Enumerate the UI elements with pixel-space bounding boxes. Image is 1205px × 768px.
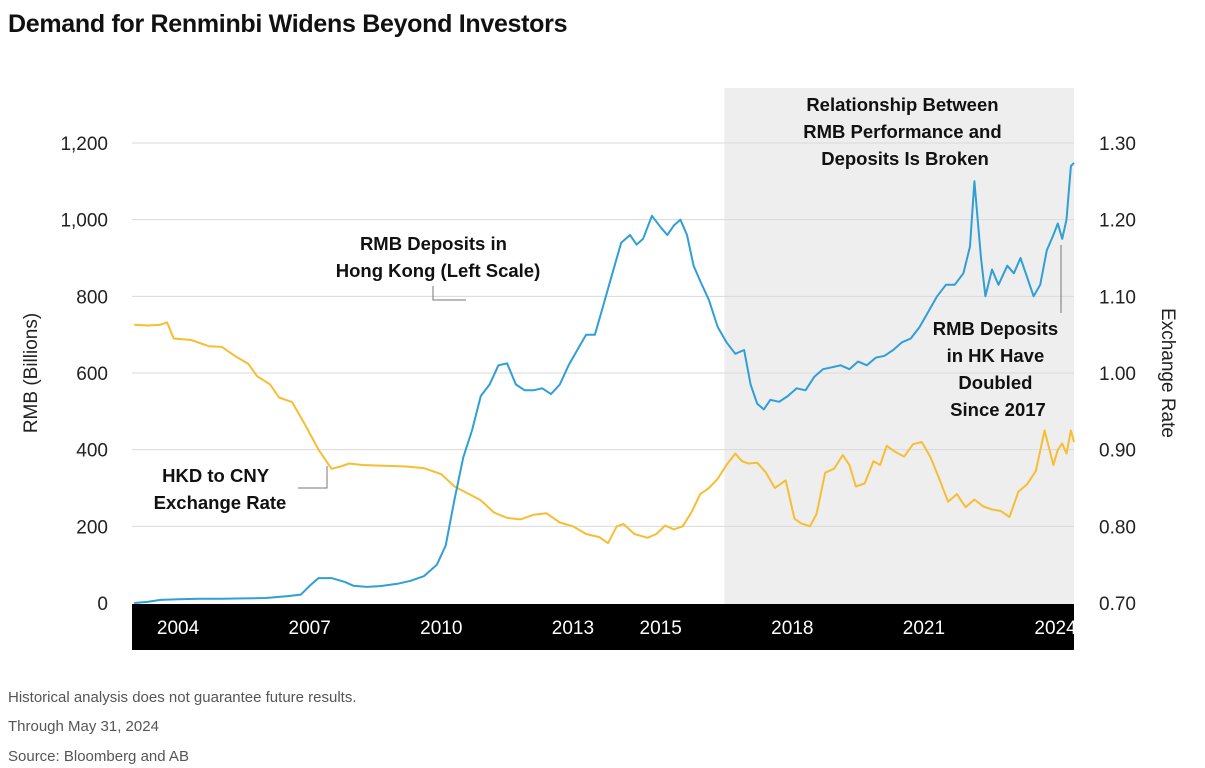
left-tick-label: 1,000 <box>60 211 108 232</box>
doubled-annotation-line-4: Since 2017 <box>950 399 1046 420</box>
right-tick-label: 0.90 <box>1099 441 1136 462</box>
left-tick-label: 0 <box>97 594 108 615</box>
left-axis-label: RMB (Billions) <box>21 313 42 433</box>
left-tick-label: 1,200 <box>60 134 108 155</box>
doubled-annotation-line-3: Doubled <box>958 372 1032 393</box>
x-tick-label: 2024 <box>1034 618 1077 639</box>
right-tick-label: 1.30 <box>1099 134 1136 155</box>
chart-title: Demand for Renminbi Widens Beyond Invest… <box>8 10 568 38</box>
x-tick-label: 2010 <box>420 618 462 639</box>
x-tick-label: 2004 <box>157 618 200 639</box>
hkd-annotation-line-2: Exchange Rate <box>154 492 287 513</box>
left-tick-label: 400 <box>76 441 108 462</box>
relationship-annotation: Relationship Between RMB Performance and… <box>803 94 1007 169</box>
hkd-annotation: HKD to CNY Exchange Rate <box>154 465 287 513</box>
doubled-annotation-line-1: RMB Deposits <box>933 318 1058 339</box>
doubled-annotation: RMB Deposits in HK Have Doubled Since 20… <box>933 318 1064 420</box>
footer-through-date: Through May 31, 2024 <box>8 718 159 735</box>
right-axis-label: Exchange Rate <box>1157 308 1178 438</box>
footer-disclaimer: Historical analysis does not guarantee f… <box>8 689 357 706</box>
x-tick-label: 2007 <box>289 618 331 639</box>
left-tick-label: 600 <box>76 364 108 385</box>
hkd-annotation-line-1: HKD to CNY <box>162 465 270 486</box>
exchange-rate-line <box>134 321 1075 545</box>
relationship-annotation-line-1: Relationship Between <box>806 94 998 115</box>
right-tick-label: 1.20 <box>1099 211 1136 232</box>
left-tick-label: 800 <box>76 287 108 308</box>
x-axis-band <box>132 604 1074 650</box>
deposits-annotation: RMB Deposits in Hong Kong (Left Scale) <box>336 233 541 281</box>
hkd-label-leader <box>298 466 328 489</box>
relationship-annotation-line-3: Deposits Is Broken <box>821 148 989 169</box>
relationship-annotation-line-2: RMB Performance and <box>803 121 1001 142</box>
x-tick-label: 2015 <box>640 618 682 639</box>
doubled-annotation-line-2: in HK Have <box>947 345 1045 366</box>
footer-source: Source: Bloomberg and AB <box>8 748 189 765</box>
right-tick-label: 1.00 <box>1099 364 1136 385</box>
left-tick-label: 200 <box>76 517 108 538</box>
deposits-annotation-line-1: RMB Deposits in <box>360 233 507 254</box>
gridlines <box>132 142 1074 527</box>
x-tick-label: 2013 <box>552 618 594 639</box>
x-tick-label: 2021 <box>903 618 945 639</box>
x-tick-label: 2018 <box>771 618 813 639</box>
right-axis-tick-labels: 0.70 0.80 0.90 1.00 1.10 1.20 1.30 <box>1099 134 1136 615</box>
right-tick-label: 0.70 <box>1099 594 1136 615</box>
right-tick-label: 1.10 <box>1099 287 1136 308</box>
x-tick-labels: 2004 2007 2010 2013 2015 2018 2021 2024 <box>157 618 1077 639</box>
rmb-deposits-line <box>134 162 1075 604</box>
deposits-annotation-line-2: Hong Kong (Left Scale) <box>336 260 541 281</box>
left-axis-tick-labels: 0 200 400 600 800 1,000 1,200 <box>60 134 108 615</box>
deposits-label-leader <box>432 286 466 301</box>
right-tick-label: 0.80 <box>1099 517 1136 538</box>
